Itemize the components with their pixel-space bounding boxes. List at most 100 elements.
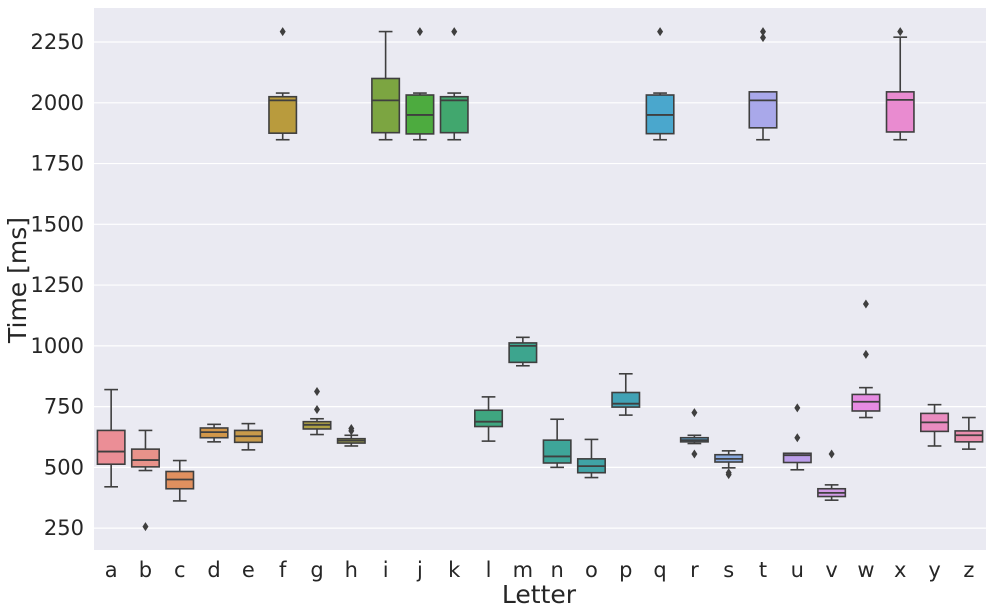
box-a xyxy=(96,388,126,488)
iqr-box-u xyxy=(782,452,812,464)
iqr-box-l xyxy=(474,409,504,428)
x-tick-g: g xyxy=(310,558,323,582)
box-r xyxy=(679,408,709,459)
box-series xyxy=(96,27,984,532)
x-tick-e: e xyxy=(242,558,255,582)
x-tick-r: r xyxy=(690,558,699,582)
x-tick-b: b xyxy=(139,558,152,582)
outlier-b-0 xyxy=(142,522,149,532)
x-tick-c: c xyxy=(174,558,186,582)
box-u xyxy=(782,403,812,471)
iqr-box-w xyxy=(851,393,881,412)
box-m xyxy=(508,336,538,367)
y-tick-500: 500 xyxy=(44,455,84,479)
box-q xyxy=(645,27,675,141)
iqr-box-k xyxy=(439,95,469,134)
y-tick-1500: 1500 xyxy=(31,212,84,236)
outlier-x-0 xyxy=(897,27,904,37)
iqr-box-a xyxy=(96,429,126,466)
iqr-box-f xyxy=(268,95,298,134)
x-tick-l: l xyxy=(486,558,492,582)
box-z xyxy=(954,416,984,450)
outlier-k-0 xyxy=(451,27,458,37)
x-tick-v: v xyxy=(825,558,837,582)
box-c xyxy=(165,459,195,502)
x-tick-o: o xyxy=(585,558,598,582)
box-e xyxy=(233,422,263,451)
box-b xyxy=(130,429,160,532)
x-tick-p: p xyxy=(619,558,632,582)
outlier-j-0 xyxy=(416,27,423,37)
iqr-box-t xyxy=(748,91,778,129)
x-tick-x: x xyxy=(894,558,906,582)
x-tick-n: n xyxy=(550,558,563,582)
outlier-h-1 xyxy=(348,423,355,433)
iqr-box-z xyxy=(954,430,984,443)
x-tick-a: a xyxy=(105,558,118,582)
x-tick-i: i xyxy=(383,558,389,582)
x-tick-q: q xyxy=(653,558,666,582)
x-tick-t: t xyxy=(759,558,767,582)
box-s xyxy=(714,450,744,480)
x-tick-d: d xyxy=(207,558,220,582)
y-tick-labels: 250 500 750 1000 1250 1500 1750 2000 2250 xyxy=(31,30,84,540)
plot-background xyxy=(94,8,986,550)
box-k xyxy=(439,27,469,141)
box-i xyxy=(371,30,401,141)
box-v xyxy=(817,449,847,501)
iqr-box-m xyxy=(508,342,538,364)
outlier-s-1 xyxy=(725,468,732,478)
box-g xyxy=(302,387,332,436)
box-l xyxy=(474,396,504,442)
iqr-box-x xyxy=(885,91,915,133)
outlier-w-0 xyxy=(862,349,869,359)
outlier-t-1 xyxy=(760,27,766,37)
iqr-box-n xyxy=(542,439,572,464)
outlier-u-1 xyxy=(794,403,801,413)
x-tick-h: h xyxy=(345,558,358,582)
y-tick-2250: 2250 xyxy=(31,30,84,54)
iqr-box-i xyxy=(371,77,401,134)
box-p xyxy=(611,372,641,416)
outlier-q-0 xyxy=(657,27,664,37)
box-w xyxy=(851,299,881,419)
box-t xyxy=(748,27,778,141)
box-x xyxy=(885,27,915,141)
y-tick-1750: 1750 xyxy=(31,152,84,176)
outlier-t-0 xyxy=(760,33,766,43)
y-tick-1250: 1250 xyxy=(31,273,84,297)
y-tick-750: 750 xyxy=(44,395,84,419)
outlier-w-1 xyxy=(862,299,869,309)
outlier-v-0 xyxy=(828,449,835,459)
iqr-box-b xyxy=(130,448,160,468)
x-tick-m: m xyxy=(513,558,533,582)
outlier-f-0 xyxy=(279,27,286,37)
box-d xyxy=(199,423,229,443)
outlier-g-1 xyxy=(314,387,320,397)
x-axis-label: Letter xyxy=(502,580,577,609)
x-tick-w: w xyxy=(857,558,874,582)
x-tick-j: j xyxy=(416,558,423,582)
outlier-g-0 xyxy=(314,405,320,415)
x-tick-f: f xyxy=(279,558,287,582)
y-tick-2000: 2000 xyxy=(31,91,84,115)
grid-lines xyxy=(94,41,986,529)
outlier-r-1 xyxy=(691,408,698,418)
x-tick-z: z xyxy=(963,558,974,582)
iqr-box-p xyxy=(611,391,641,408)
box-o xyxy=(576,438,606,479)
box-n xyxy=(542,418,572,469)
outlier-u-0 xyxy=(794,433,801,443)
x-tick-k: k xyxy=(448,558,461,582)
box-j xyxy=(405,27,435,141)
y-axis-label: Time [ms] xyxy=(3,217,32,344)
box-f xyxy=(268,27,298,141)
x-tick-u: u xyxy=(791,558,804,582)
outlier-r-0 xyxy=(691,449,698,459)
x-tick-s: s xyxy=(723,558,734,582)
box-y xyxy=(920,403,950,447)
y-tick-250: 250 xyxy=(44,516,84,540)
x-tick-y: y xyxy=(928,558,940,582)
